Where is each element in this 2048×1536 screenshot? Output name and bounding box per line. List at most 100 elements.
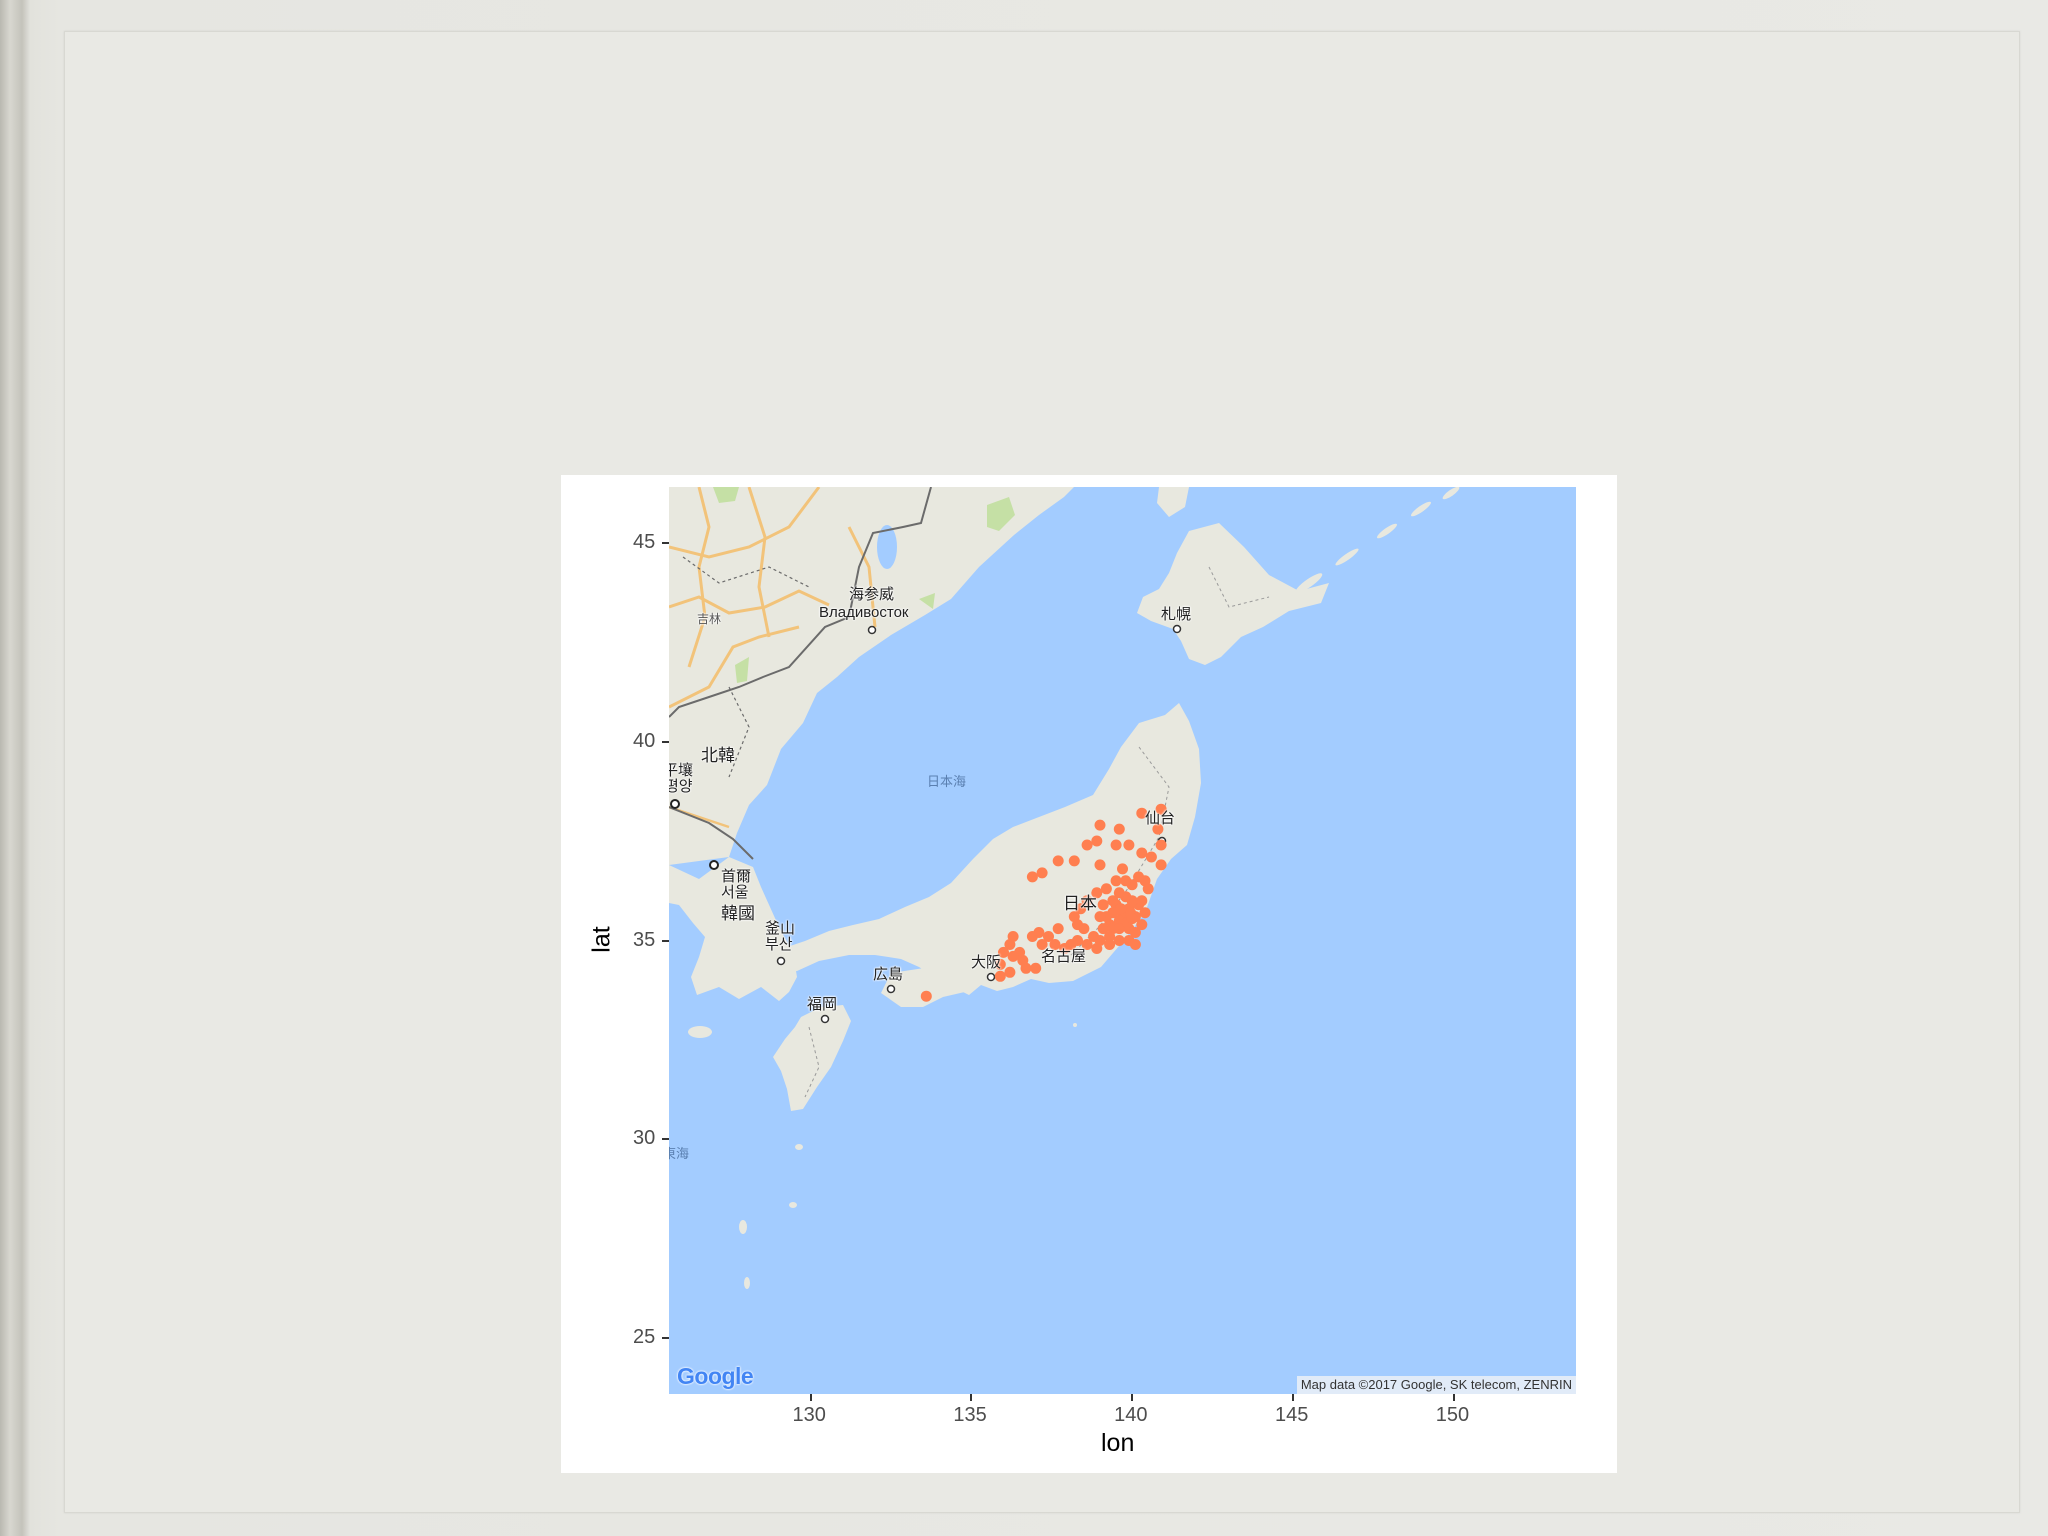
- lake: [877, 525, 897, 569]
- x-tick-label: 150: [1435, 1404, 1470, 1426]
- y-tick-mark: [662, 740, 669, 743]
- map-panel[interactable]: 海参威 Владивосток 吉林 札幌 北韓 平壤 평양 首爾 서울 韓國 …: [669, 487, 1576, 1394]
- data-point: [1136, 919, 1148, 931]
- data-point: [1091, 887, 1103, 899]
- label-fukuoka: 福岡: [807, 996, 838, 1013]
- data-point: [1091, 835, 1103, 847]
- jeju-land: [688, 1026, 712, 1038]
- data-point: [1091, 943, 1103, 954]
- data-point: [1136, 847, 1148, 859]
- data-point: [1068, 855, 1080, 867]
- park-area: [919, 593, 935, 609]
- data-point: [1043, 931, 1054, 942]
- data-point: [1110, 875, 1122, 887]
- data-point: [1081, 895, 1093, 907]
- y-tick-mark: [662, 939, 669, 942]
- island: [739, 1220, 747, 1234]
- y-tick-mark: [662, 1138, 669, 1141]
- city-marker-sapporo: [1172, 624, 1182, 634]
- data-point: [1123, 839, 1135, 851]
- border: [728, 686, 750, 778]
- data-point: [1110, 839, 1122, 851]
- data-point: [1004, 939, 1016, 950]
- label-sapporo: 札幌: [1161, 606, 1192, 623]
- data-point: [1081, 839, 1093, 851]
- plot-card: lat lon: [561, 475, 1617, 1473]
- data-point: [998, 946, 1009, 958]
- island: [744, 1277, 750, 1289]
- y-tick-label: 40: [633, 729, 656, 752]
- data-point: [1030, 962, 1042, 974]
- map-attribution: Map data ©2017 Google, SK telecom, ZENRI…: [1296, 1376, 1576, 1394]
- y-tick-label: 25: [633, 1326, 656, 1349]
- label-pyongyang-ko: 평양: [669, 778, 693, 795]
- label-east-china-sea: 東海: [669, 1146, 690, 1161]
- label-japan: 日本: [1063, 894, 1097, 913]
- sakhalin-land: [1157, 487, 1189, 517]
- data-point: [1052, 855, 1064, 867]
- data-point: [1115, 903, 1127, 915]
- data-point: [1145, 851, 1157, 863]
- data-point: [1136, 807, 1148, 819]
- korea-land: [669, 857, 797, 1001]
- island: [1411, 501, 1431, 517]
- data-point: [1075, 903, 1087, 915]
- label-osaka: 大阪: [971, 954, 1002, 971]
- prefecture-boundary: [804, 1026, 820, 1098]
- data-point: [1007, 950, 1019, 962]
- x-tick-label: 140: [1114, 1404, 1148, 1426]
- park-area: [713, 487, 739, 503]
- label-north-korea: 北韓: [701, 746, 735, 765]
- data-point: [1107, 895, 1119, 907]
- island: [789, 1202, 797, 1208]
- x-tick-mark: [1131, 1394, 1134, 1401]
- city-marker-vladivostok: [867, 625, 877, 635]
- data-point: [1113, 887, 1125, 899]
- data-point: [1129, 939, 1141, 950]
- island: [1295, 573, 1323, 593]
- data-point: [1097, 899, 1109, 911]
- island: [1335, 548, 1359, 566]
- y-tick-label: 45: [633, 530, 656, 553]
- label-busan-ko: 부산: [765, 936, 793, 953]
- data-points-layer: [920, 803, 1167, 1002]
- data-point: [1155, 859, 1167, 871]
- y-tick-label: 30: [633, 1127, 656, 1150]
- road: [669, 625, 800, 709]
- data-point: [1152, 823, 1164, 835]
- label-jilin: 吉林: [697, 612, 722, 626]
- label-sea-of-japan: 日本海: [927, 774, 967, 789]
- google-logo: Google: [677, 1363, 754, 1389]
- label-hiroshima: 広島: [873, 966, 904, 983]
- x-tick-mark: [809, 1394, 812, 1401]
- y-tick-mark: [662, 1337, 669, 1340]
- data-point: [1036, 867, 1048, 879]
- data-point: [1026, 931, 1038, 942]
- x-tick-mark: [1452, 1394, 1455, 1401]
- y-axis-title: lat: [587, 926, 616, 953]
- data-point: [1155, 839, 1167, 851]
- city-marker-pyongyang: [670, 799, 680, 809]
- data-point: [1052, 923, 1064, 935]
- x-tick-mark: [970, 1394, 973, 1401]
- data-point: [1072, 919, 1083, 931]
- border: [669, 487, 932, 718]
- label-seoul-cn: 首爾: [721, 868, 752, 885]
- label-nagoya: 名古屋: [1041, 948, 1087, 965]
- island: [1442, 487, 1460, 500]
- y-tick-mark: [662, 541, 669, 544]
- shikoku-land: [881, 967, 969, 1007]
- basemap: [669, 487, 1460, 1289]
- x-tick-label: 135: [953, 1404, 987, 1426]
- city-marker-osaka: [986, 972, 996, 982]
- city-marker-hiroshima: [886, 984, 896, 994]
- slide: lat lon: [64, 31, 2020, 1513]
- data-point: [1113, 823, 1125, 835]
- x-tick-label: 145: [1274, 1404, 1309, 1426]
- data-point: [1117, 863, 1128, 875]
- road: [747, 487, 771, 638]
- data-point: [1094, 859, 1106, 871]
- data-point: [1036, 939, 1048, 950]
- data-point: [1081, 939, 1093, 950]
- island: [1377, 523, 1397, 539]
